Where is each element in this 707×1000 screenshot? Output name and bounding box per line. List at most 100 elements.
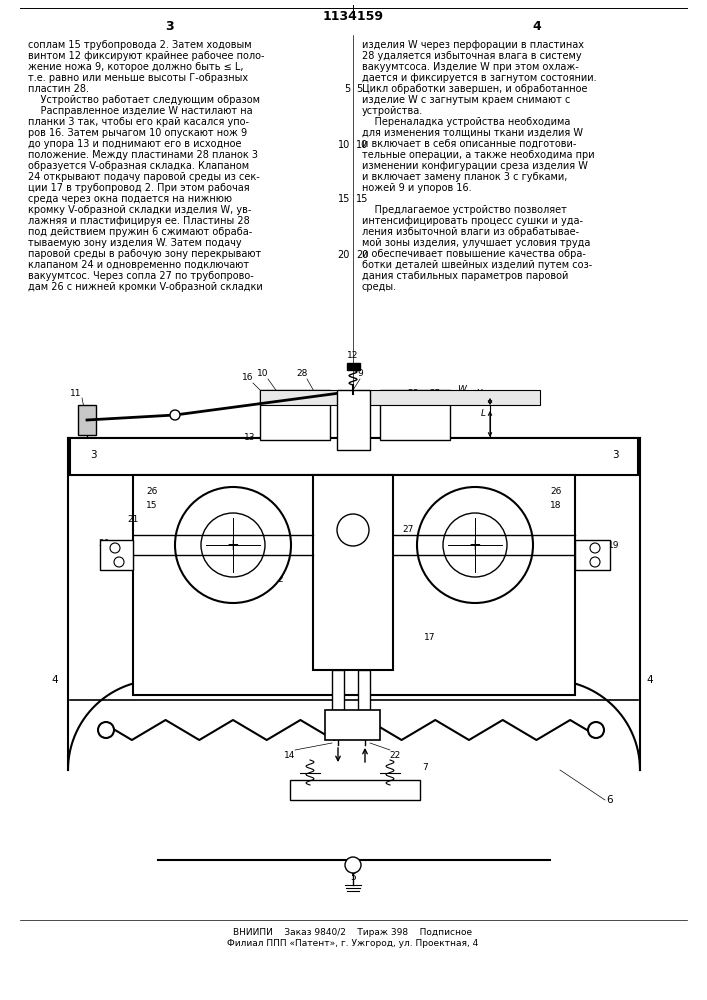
Text: 17: 17 xyxy=(424,633,436,642)
Text: 6: 6 xyxy=(607,795,613,805)
Text: 26: 26 xyxy=(550,488,561,496)
Text: ления избыточной влаги из обрабатывае-: ления избыточной влаги из обрабатывае- xyxy=(362,227,579,237)
Text: 27: 27 xyxy=(402,526,414,534)
Text: 4: 4 xyxy=(647,675,653,685)
Text: для изменения толщины ткани изделия W: для изменения толщины ткани изделия W xyxy=(362,128,583,138)
Text: 1: 1 xyxy=(434,576,440,584)
Text: 2: 2 xyxy=(277,576,283,584)
Bar xyxy=(337,390,370,450)
Circle shape xyxy=(201,513,265,577)
Text: 10: 10 xyxy=(257,369,269,378)
Circle shape xyxy=(114,557,124,567)
Text: +: + xyxy=(227,538,240,552)
Circle shape xyxy=(170,410,180,420)
Text: 20: 20 xyxy=(338,249,350,259)
Text: изделие W с загнутым краем снимают с: изделие W с загнутым краем снимают с xyxy=(362,95,571,105)
Text: клапаном 24 и одновременно подключают: клапаном 24 и одновременно подключают xyxy=(28,260,249,270)
Bar xyxy=(260,390,540,405)
Text: X: X xyxy=(477,388,483,397)
Text: 28 удаляется избыточная влага в систему: 28 удаляется избыточная влага в систему xyxy=(362,51,582,61)
Text: Филиал ППП «Патент», г. Ужгород, ул. Проектная, 4: Филиал ППП «Патент», г. Ужгород, ул. Про… xyxy=(228,939,479,948)
Text: соплам 15 трубопровода 2. Затем ходовым: соплам 15 трубопровода 2. Затем ходовым xyxy=(28,40,252,50)
Text: 15: 15 xyxy=(146,500,158,510)
Text: 8: 8 xyxy=(350,788,356,796)
Bar xyxy=(347,363,360,370)
Text: положение. Между пластинами 28 планок 3: положение. Между пластинами 28 планок 3 xyxy=(28,150,258,160)
Bar xyxy=(100,540,133,570)
Text: т.е. равно или меньше высоты Г-образных: т.е. равно или меньше высоты Г-образных xyxy=(28,73,248,83)
Text: 5: 5 xyxy=(344,85,350,95)
Bar xyxy=(332,670,344,710)
Text: и включает в себя описанные подготови-: и включает в себя описанные подготови- xyxy=(362,139,576,149)
Text: под действием пружин 6 сжимают обраба-: под действием пружин 6 сжимают обраба- xyxy=(28,227,252,237)
Text: 3: 3 xyxy=(90,450,96,460)
Circle shape xyxy=(588,722,604,738)
Text: 28: 28 xyxy=(296,369,308,378)
Bar xyxy=(575,540,610,570)
Text: дания стабильных параметров паровой: дания стабильных параметров паровой xyxy=(362,271,568,281)
Text: тываемую зону изделия W. Затем подачу: тываемую зону изделия W. Затем подачу xyxy=(28,238,242,248)
Text: пластин 28.: пластин 28. xyxy=(28,84,89,94)
Text: 11: 11 xyxy=(70,388,82,397)
Text: L: L xyxy=(481,408,486,418)
Text: 14: 14 xyxy=(284,750,296,760)
Text: +: + xyxy=(469,538,481,552)
Text: 26: 26 xyxy=(146,488,158,496)
Text: изменении конфигурации среза изделия W: изменении конфигурации среза изделия W xyxy=(362,161,588,171)
Text: изделия W через перфорации в пластинах: изделия W через перфорации в пластинах xyxy=(362,40,584,50)
Text: 3: 3 xyxy=(612,450,619,460)
Text: 12: 12 xyxy=(347,352,358,360)
Text: образуется V-образная складка. Клапаном: образуется V-образная складка. Клапаном xyxy=(28,161,249,171)
Text: 18: 18 xyxy=(550,500,562,510)
Bar xyxy=(380,390,450,440)
Text: 24 открывают подачу паровой среды из сек-: 24 открывают подачу паровой среды из сек… xyxy=(28,172,259,182)
Text: 10: 10 xyxy=(338,139,350,149)
Circle shape xyxy=(98,722,114,738)
Circle shape xyxy=(345,857,361,873)
Bar xyxy=(325,710,380,740)
Text: 24: 24 xyxy=(354,636,366,645)
Circle shape xyxy=(110,543,120,553)
Text: 4: 4 xyxy=(52,675,58,685)
Text: тельные операции, а также необходима при: тельные операции, а также необходима при xyxy=(362,150,595,160)
Text: паровой среды в рабочую зону перекрывают: паровой среды в рабочую зону перекрывают xyxy=(28,249,262,259)
Text: 4: 4 xyxy=(532,20,542,33)
Text: устройства.: устройства. xyxy=(362,106,423,116)
Text: и включает замену планок 3 с губками,: и включает замену планок 3 с губками, xyxy=(362,172,568,182)
Text: 21: 21 xyxy=(127,516,139,524)
Text: вакуумтсос. Через сопла 27 по трубопрово-: вакуумтсос. Через сопла 27 по трубопрово… xyxy=(28,271,254,281)
Bar xyxy=(78,405,96,435)
Text: Устройство работает следующим образом: Устройство работает следующим образом xyxy=(28,95,260,105)
Text: 15: 15 xyxy=(338,194,350,205)
Text: планки 3 так, чтобы его край касался упо-: планки 3 так, чтобы его край касался упо… xyxy=(28,117,249,127)
Bar xyxy=(290,780,420,800)
Text: ножей 9 и упоров 16.: ножей 9 и упоров 16. xyxy=(362,183,472,193)
Text: 7: 7 xyxy=(422,764,428,772)
Text: 28: 28 xyxy=(407,388,419,397)
Text: 16: 16 xyxy=(243,373,254,382)
Text: ции 17 в трубопровод 2. При этом рабочая: ции 17 в трубопровод 2. При этом рабочая xyxy=(28,183,250,193)
Text: 13: 13 xyxy=(244,432,256,442)
Bar xyxy=(260,390,330,440)
Text: интенсифицировать процесс сушки и уда-: интенсифицировать процесс сушки и уда- xyxy=(362,216,583,226)
Text: до упора 13 и поднимают его в исходное: до упора 13 и поднимают его в исходное xyxy=(28,139,242,149)
Text: W: W xyxy=(457,385,467,394)
Text: Предлагаемое устройство позволяет: Предлагаемое устройство позволяет xyxy=(362,205,567,215)
Text: 15: 15 xyxy=(356,194,368,205)
Circle shape xyxy=(590,543,600,553)
Circle shape xyxy=(175,487,291,603)
Text: мой зоны изделия, улучшает условия труда: мой зоны изделия, улучшает условия труда xyxy=(362,238,590,248)
Text: 5: 5 xyxy=(356,85,362,95)
Text: 3: 3 xyxy=(165,20,175,33)
Circle shape xyxy=(417,487,533,603)
Text: жение ножа 9, которое должно быть ≤ L,: жение ножа 9, которое должно быть ≤ L, xyxy=(28,62,243,72)
Text: винтом 12 фиксируют крайнее рабочее поло-: винтом 12 фиксируют крайнее рабочее поло… xyxy=(28,51,264,61)
Text: 20: 20 xyxy=(98,538,110,548)
Circle shape xyxy=(337,514,369,546)
Text: ров 16. Затем рычагом 10 опускают нож 9: ров 16. Затем рычагом 10 опускают нож 9 xyxy=(28,128,247,138)
Text: лажняя и пластифицируя ее. Пластины 28: лажняя и пластифицируя ее. Пластины 28 xyxy=(28,216,250,226)
Bar xyxy=(358,670,370,710)
Text: 9: 9 xyxy=(357,369,363,378)
Circle shape xyxy=(590,557,600,567)
Bar xyxy=(133,475,575,695)
